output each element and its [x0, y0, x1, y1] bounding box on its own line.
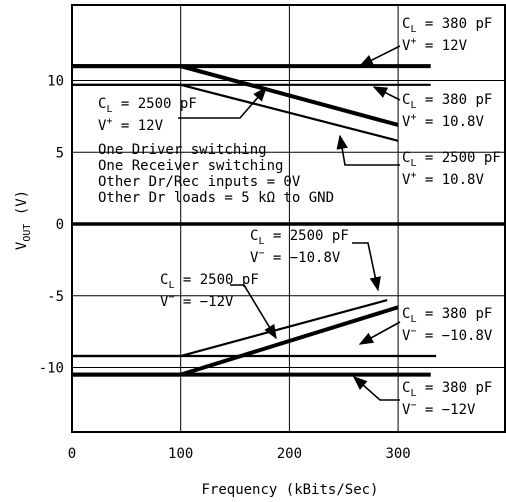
annotation-arrow — [336, 134, 400, 166]
x-tick-labels: 0 100 200 300 — [68, 446, 411, 462]
series-line — [72, 298, 388, 358]
annotation-volt-line: V+ = 10.8V — [402, 112, 484, 130]
y-tick-label: -5 — [47, 289, 64, 305]
series-lines — [72, 64, 437, 377]
annotation-cap-line: CL = 2500 pF — [160, 272, 259, 291]
annotation-volt-line: V+ = 12V — [98, 116, 164, 134]
annotation-arrow — [358, 45, 401, 67]
annotation-arrow — [178, 86, 267, 119]
condition-line: One Receiver switching — [98, 158, 283, 174]
annotation-arrow — [352, 376, 400, 401]
y-tick-label: 5 — [56, 145, 64, 161]
annotation-volt-line: V+ = 10.8V — [402, 170, 484, 188]
annotation-arrow — [352, 242, 381, 292]
annotation-volt-line: V− = −10.8V — [250, 248, 341, 266]
y-tick-label: -10 — [39, 361, 64, 377]
y-tick-label: 10 — [47, 74, 64, 90]
annotation-cap-line: CL = 2500 pF — [402, 150, 501, 169]
y-tick-labels: 10 5 0 -5 -10 — [39, 74, 64, 377]
x-tick-label: 200 — [277, 446, 302, 462]
x-tick-label: 0 — [68, 446, 76, 462]
annotation-volt-line: V+ = 12V — [402, 36, 468, 54]
x-tick-label: 100 — [168, 446, 193, 462]
annotation-cap-line: CL = 380 pF — [402, 16, 492, 35]
annotation-cap-line: CL = 380 pF — [402, 92, 492, 111]
grid — [71, 4, 506, 433]
annotation-cap-line: CL = 380 pF — [402, 306, 492, 325]
condition-line: Other Dr loads = 5 kΩ to GND — [98, 190, 334, 206]
y-tick-label: 0 — [56, 217, 64, 233]
annotation-arrow — [230, 284, 277, 340]
annotation-volt-line: V− = −12V — [402, 400, 476, 418]
x-axis-label: Frequency (kBits/Sec) — [201, 482, 378, 498]
plot-frame — [71, 4, 506, 433]
series-line — [72, 83, 399, 142]
series-line — [72, 64, 399, 127]
condition-line: One Driver switching — [98, 142, 267, 158]
x-tick-label: 300 — [385, 446, 410, 462]
annotation-arrows — [178, 45, 401, 401]
y-axis-label: VOUT (V) — [14, 190, 33, 250]
annotation-volt-line: V− = −10.8V — [402, 326, 493, 344]
annotation-cap-line: CL = 2500 pF — [250, 228, 349, 247]
condition-line: Other Dr/Rec inputs = 0V — [98, 174, 301, 190]
annotation-arrow — [372, 86, 401, 101]
series-line — [72, 305, 399, 377]
annotation-volt-line: V− = −12V — [160, 292, 234, 310]
annotation-cap-line: CL = 380 pF — [402, 380, 492, 399]
annotation-arrow — [358, 321, 401, 345]
annotation-cap-line: CL = 2500 pF — [98, 96, 197, 115]
